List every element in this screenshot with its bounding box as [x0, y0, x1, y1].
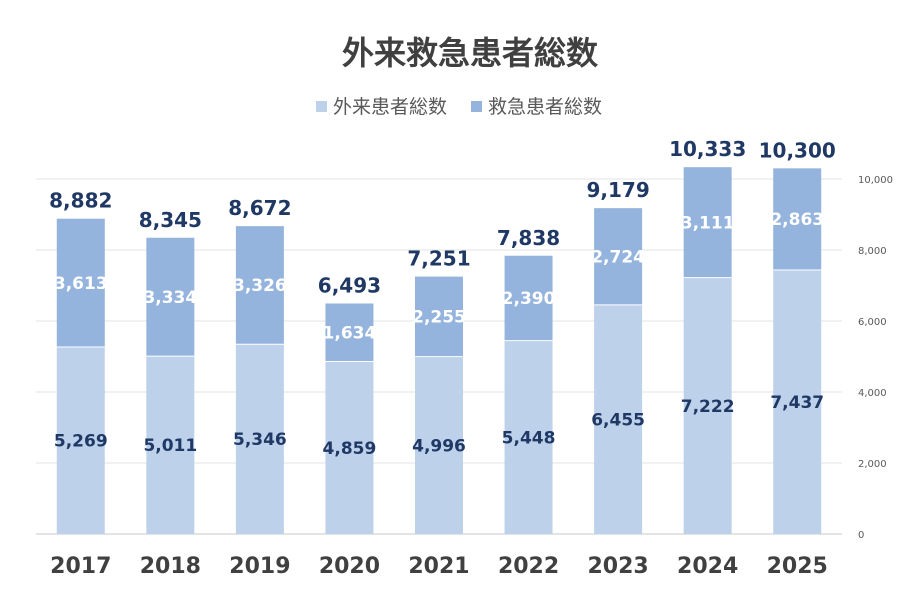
label-emergency: 2,255 [412, 308, 466, 328]
bar-outpatient [146, 356, 195, 534]
bar-outpatient [56, 346, 105, 534]
legend-label-outpatient: 外来患者総数 [333, 96, 447, 118]
bar-emergency [415, 276, 463, 357]
x-tick-label: 2023 [587, 554, 648, 579]
label-emergency: 1,634 [323, 324, 377, 344]
label-outpatient: 7,437 [770, 393, 824, 413]
x-tick-label: 2017 [50, 554, 111, 579]
bar-outpatient [773, 269, 822, 534]
label-outpatient: 7,222 [681, 397, 735, 417]
bars [56, 167, 822, 534]
y-tick-label: 4,000 [858, 388, 887, 399]
y-tick-label: 8,000 [858, 246, 887, 257]
label-outpatient: 6,455 [591, 410, 645, 430]
label-outpatient: 5,448 [502, 428, 556, 448]
y-tick-label: 10,000 [858, 175, 893, 186]
label-total: 10,300 [759, 138, 836, 162]
y-tick-label: 6,000 [858, 317, 887, 328]
chart-title: 外来救急患者総数 [342, 34, 599, 72]
bar-emergency [325, 303, 374, 362]
label-total: 7,838 [497, 226, 560, 250]
label-emergency: 3,334 [143, 288, 197, 308]
label-outpatient: 4,996 [412, 436, 466, 456]
x-axis: 2017 2018 2019 2020 2021 2022 2023 2024 2025 [50, 554, 828, 579]
x-tick-label: 2024 [677, 554, 738, 579]
label-emergency: 2,724 [591, 247, 645, 267]
label-emergency: 3,326 [233, 276, 287, 296]
label-total: 9,179 [586, 178, 649, 202]
label-outpatient: 4,859 [323, 439, 377, 459]
label-total: 10,333 [669, 137, 746, 161]
label-total: 6,493 [318, 273, 381, 297]
label-emergency: 2,390 [502, 289, 556, 309]
bar-emergency [146, 237, 195, 357]
bar-emergency [504, 255, 553, 341]
bar-outpatient [594, 304, 643, 534]
label-outpatient: 5,269 [54, 431, 108, 451]
label-total: 7,251 [407, 247, 470, 271]
label-outpatient: 5,346 [233, 430, 287, 450]
y-axis: 0 2,000 4,000 6,000 8,000 10,000 [858, 175, 893, 541]
x-tick-label: 2022 [498, 554, 559, 579]
bar-emergency [56, 218, 105, 347]
bar-emergency [683, 167, 732, 278]
label-outpatient: 5,011 [143, 436, 197, 456]
label-emergency: 3,111 [681, 213, 735, 233]
label-emergency: 2,863 [770, 210, 824, 230]
label-total: 8,882 [49, 189, 112, 213]
bar-outpatient [504, 340, 553, 534]
y-tick-label: 2,000 [858, 459, 887, 470]
y-tick-label: 0 [858, 530, 864, 541]
bar-emergency [235, 226, 284, 345]
legend: 外来患者総数 救急患者総数 [316, 96, 602, 118]
bar-emergency [773, 168, 822, 270]
bar-outpatient [415, 356, 463, 534]
label-emergency: 3,613 [54, 274, 108, 294]
legend-swatch-emergency [471, 101, 482, 112]
bar-outpatient [683, 277, 732, 534]
x-tick-label: 2020 [319, 554, 380, 579]
bar-outpatient [235, 344, 284, 534]
legend-swatch-outpatient [316, 101, 327, 112]
label-total: 8,672 [228, 196, 291, 220]
x-tick-label: 2018 [140, 554, 201, 579]
x-tick-label: 2021 [408, 554, 469, 579]
legend-label-emergency: 救急患者総数 [488, 96, 602, 118]
bar-outpatient [325, 361, 374, 534]
x-tick-label: 2025 [767, 554, 828, 579]
data-labels: 5,269 3,613 8,882 5,011 3,334 8,345 5,346 3,326… [49, 137, 836, 459]
label-total: 8,345 [139, 208, 202, 232]
bar-emergency [594, 208, 643, 305]
x-tick-label: 2019 [229, 554, 290, 579]
